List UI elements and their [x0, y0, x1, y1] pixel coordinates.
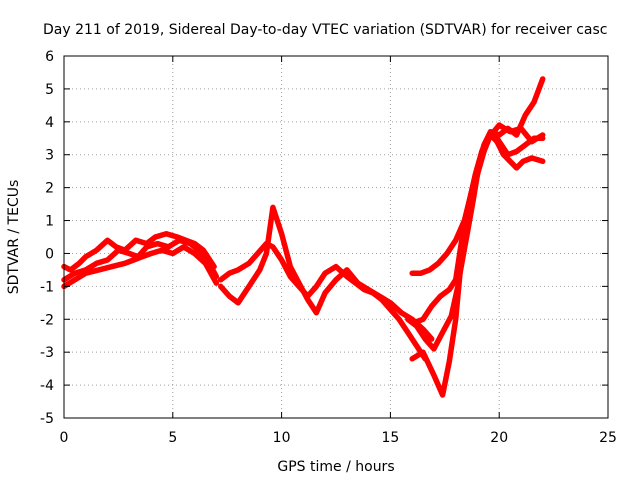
- y-axis-label: SDTVAR / TECUs: [6, 180, 22, 295]
- series-line-s5: [217, 204, 435, 342]
- y-tick-label: -5: [40, 411, 54, 427]
- y-tick-label: -4: [40, 378, 54, 394]
- x-tick-label: 25: [599, 430, 617, 446]
- y-tick-label: 1: [45, 214, 54, 230]
- axis-ticks: 0 5 10 15 20 25 -5 -4 -3 -2 -1 0 1 2 3 4 5 6: [40, 49, 617, 446]
- series-line-s9: [409, 122, 546, 398]
- y-tick-label: 0: [45, 246, 54, 262]
- x-tick-label: 15: [381, 430, 399, 446]
- series-group: [61, 76, 546, 398]
- y-tick-label: -1: [40, 279, 54, 295]
- x-tick-label: 5: [168, 430, 177, 446]
- y-tick-label: 4: [45, 115, 54, 131]
- chart-title: Day 211 of 2019, Sidereal Day-to-day VTE…: [43, 22, 607, 38]
- series-line-s4: [217, 240, 428, 362]
- y-tick-label: 5: [45, 82, 54, 98]
- y-tick-label: -3: [40, 345, 54, 361]
- plot-frame: [63, 55, 609, 419]
- x-tick-label: 20: [490, 430, 508, 446]
- y-tick-label: -2: [40, 312, 54, 328]
- y-tick-label: 6: [45, 49, 54, 65]
- y-tick-label: 3: [45, 148, 54, 164]
- x-tick-label: 0: [60, 430, 69, 446]
- series-line-s3: [61, 244, 220, 290]
- x-tick-label: 10: [273, 430, 291, 446]
- y-tick-label: 2: [45, 181, 54, 197]
- series-line-s2: [61, 237, 220, 283]
- x-axis-label: GPS time / hours: [277, 459, 394, 475]
